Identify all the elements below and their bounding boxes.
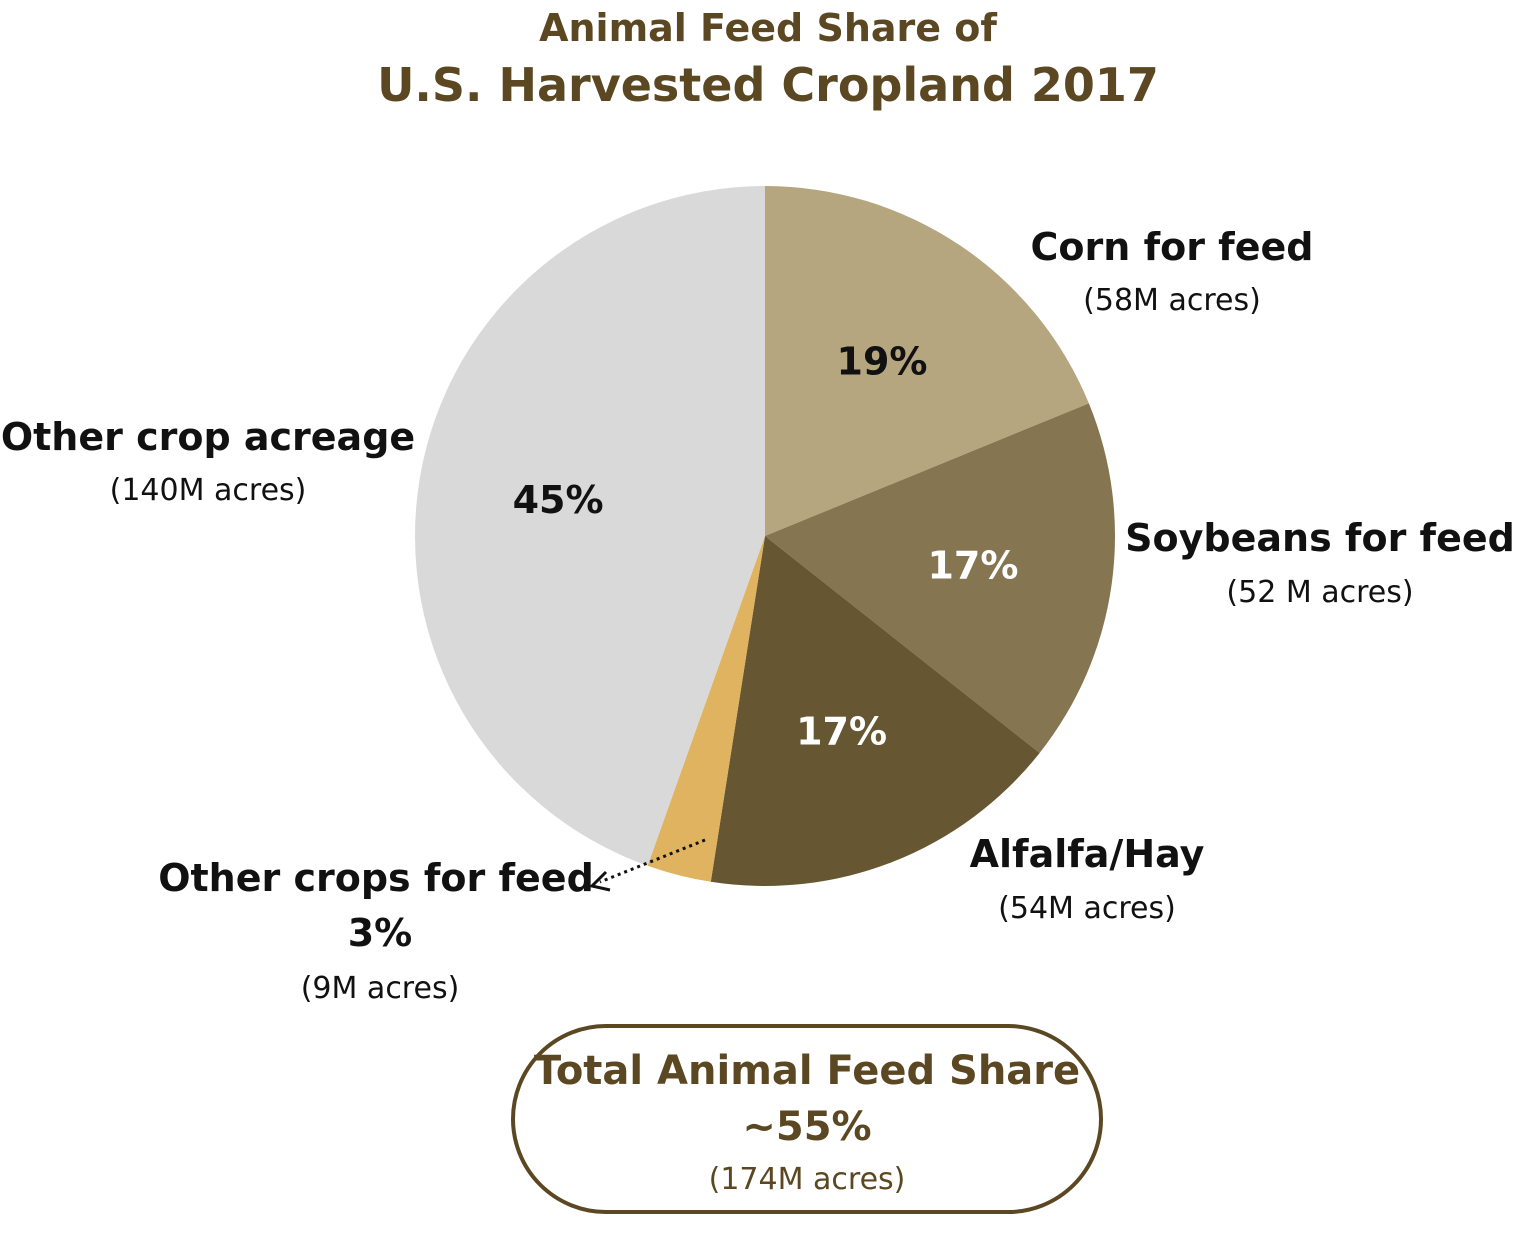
label-soybeans: Soybeans for feed: [1125, 516, 1515, 560]
pie-slice-percent-label: 45%: [513, 478, 604, 522]
other-feed-leader-arrowhead: [589, 870, 611, 892]
label-other-feed: Other crops for feed: [158, 856, 594, 900]
acres-other-feed: (9M acres): [301, 971, 460, 1006]
total-title: Total Animal Feed Share: [533, 1048, 1081, 1094]
label-corn: Corn for feed: [1031, 225, 1314, 269]
total-feed-share-box: Total Animal Feed Share ~55% (174M acres…: [511, 1024, 1103, 1214]
pie-slice-percent-label: 17%: [927, 543, 1018, 587]
total-acres: (174M acres): [708, 1162, 906, 1197]
acres-other-acreage: (140M acres): [110, 473, 307, 508]
pie-slice-soybeans-for-feed: [765, 403, 1116, 754]
pie-slice-percent-label: 19%: [837, 340, 928, 384]
pie-chart: 19% 17% 17% 45% Corn for feed (58M acres) S…: [1, 186, 1515, 1006]
total-value: ~55%: [742, 1104, 872, 1150]
chart-title-line1: Animal Feed Share of: [539, 6, 997, 50]
label-alfalfa: Alfalfa/Hay: [970, 832, 1205, 876]
pie-slice-corn-for-feed: [765, 186, 1089, 536]
acres-soybeans: (52 M acres): [1226, 575, 1413, 610]
pie-slice-other-crops-for-feed: [647, 536, 765, 882]
label-other-acreage: Other crop acreage: [1, 415, 415, 459]
pie-slice-alfalfa-hay: [710, 536, 1040, 886]
acres-alfalfa: (54M acres): [998, 891, 1176, 926]
percent-other-feed: 3%: [348, 911, 413, 955]
acres-corn: (58M acres): [1083, 283, 1261, 318]
pie-slice-other-crop-acreage: [415, 186, 765, 866]
chart-title-line2: U.S. Harvested Cropland 2017: [377, 58, 1159, 112]
other-feed-leader-line: [599, 838, 706, 884]
pie-slice-percent-label: 17%: [796, 710, 887, 754]
